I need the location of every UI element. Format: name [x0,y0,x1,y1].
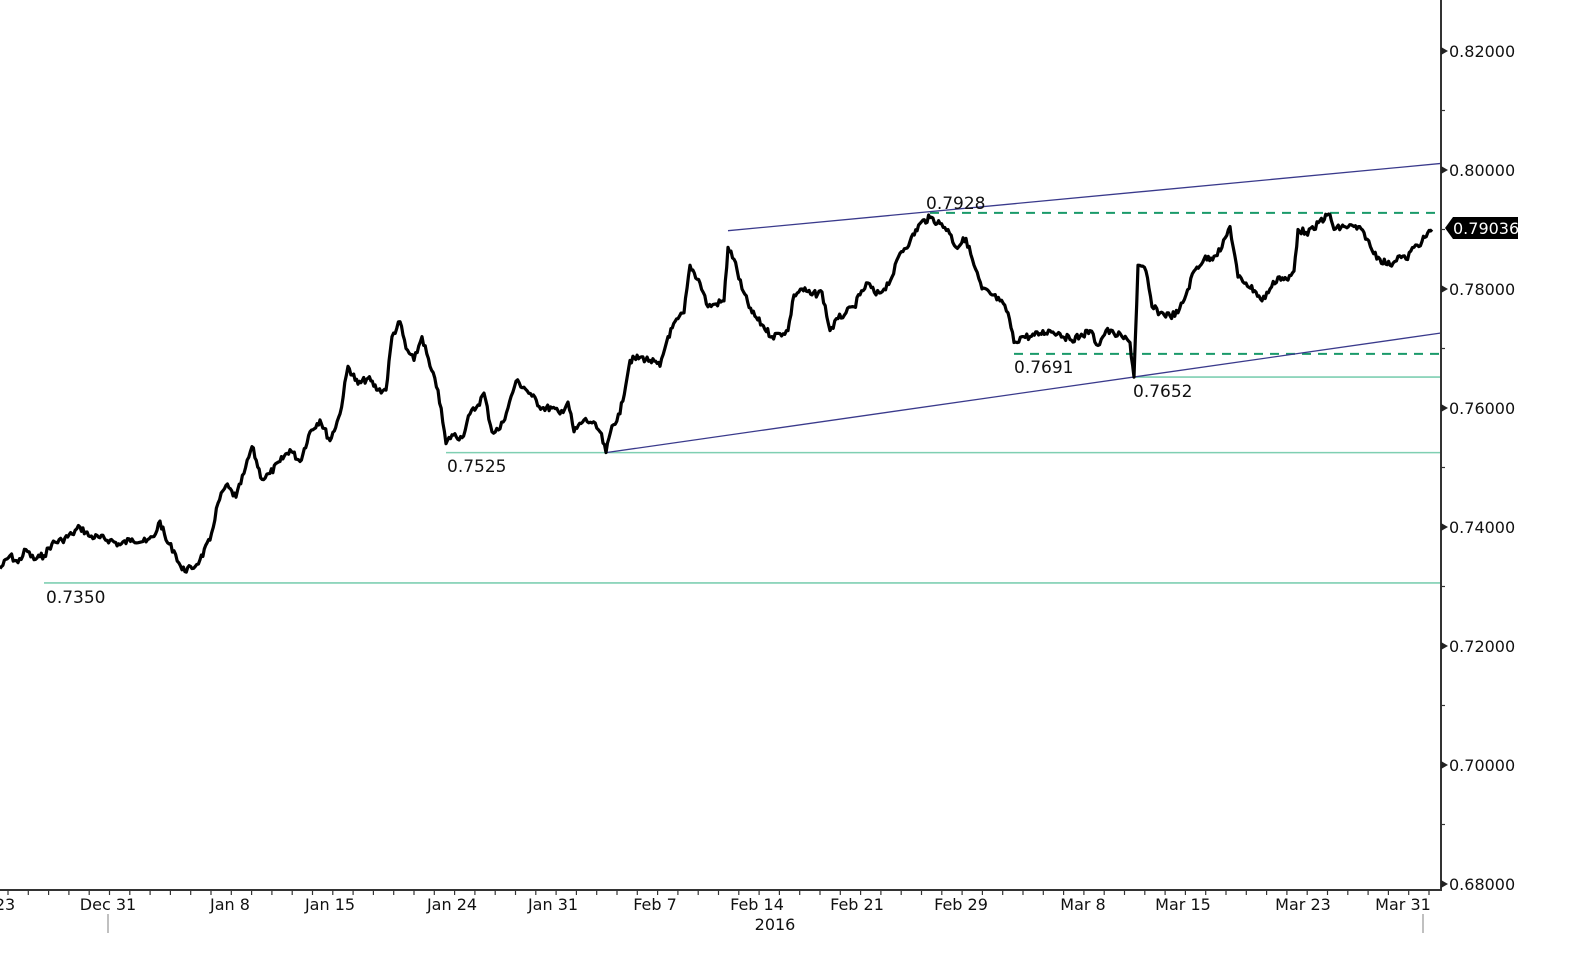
y-tick-marker [1441,523,1448,531]
y-tick-label: 0.76000 [1449,399,1515,418]
annotation-07350: 0.7350 [46,588,105,608]
x-tick-label: Mar 23 [1275,895,1331,914]
y-tick-marker [1441,642,1448,650]
y-tick-label: 0.74000 [1449,518,1515,537]
level-annotations: 0.7928 0.7691 0.7652 0.7525 0.7350 [46,194,1192,608]
y-tick-label: 0.72000 [1449,637,1515,656]
annotation-07525: 0.7525 [447,457,506,477]
x-tick-label: Mar 15 [1155,895,1211,914]
x-axis: 23 Dec 31 Jan 8 Jan 15 Jan 24 Jan 31 Feb 7 Feb … [0,889,1442,934]
y-tick-label: 0.70000 [1449,756,1515,775]
channel-upper-trendline [727,162,1442,232]
x-tick-label: Jan 15 [304,895,355,914]
y-tick-marker [1441,404,1448,412]
last-value-text: 0.79036 [1453,219,1519,238]
channel-lower-trendline [605,332,1442,454]
price-series [0,212,1434,574]
y-tick-marker [1441,47,1448,55]
annotation-07928: 0.7928 [926,194,985,214]
y-tick-marker [1441,880,1448,888]
y-tick-label: 0.82000 [1449,42,1515,61]
x-tick-label: Feb 7 [633,895,677,914]
y-tick-label: 0.68000 [1449,875,1515,894]
y-tick-marker [1441,761,1448,769]
x-tick-label: Mar 31 [1375,895,1431,914]
trendlines [605,162,1442,454]
x-tick-label: Feb 14 [730,895,784,914]
x-tick-label: Mar 8 [1060,895,1105,914]
annotation-07691: 0.7691 [1014,358,1073,378]
last-value-badge: 0.79036 [1445,217,1519,239]
y-tick-marker [1441,166,1448,174]
x-tick-label: Dec 31 [80,895,136,914]
horizontal-levels [44,211,1441,584]
x-tick-label: Jan 24 [426,895,477,914]
annotation-07652: 0.7652 [1133,382,1192,402]
y-tick-label: 0.80000 [1449,161,1515,180]
last-value-badge-bg [1445,217,1518,239]
y-axis: 0.82000 0.80000 0.78000 0.76000 0.74000 0.720… [1440,0,1515,894]
x-tick-label: Jan 31 [527,895,578,914]
x-tick-label: Jan 8 [209,895,250,914]
x-tick-label: Feb 21 [830,895,884,914]
y-tick-marker [1441,285,1448,293]
price-line [0,212,1434,574]
x-tick-label: 23 [0,895,15,914]
x-tick-label: Feb 29 [934,895,988,914]
y-tick-label: 0.78000 [1449,280,1515,299]
year-label: 2016 [755,915,796,934]
